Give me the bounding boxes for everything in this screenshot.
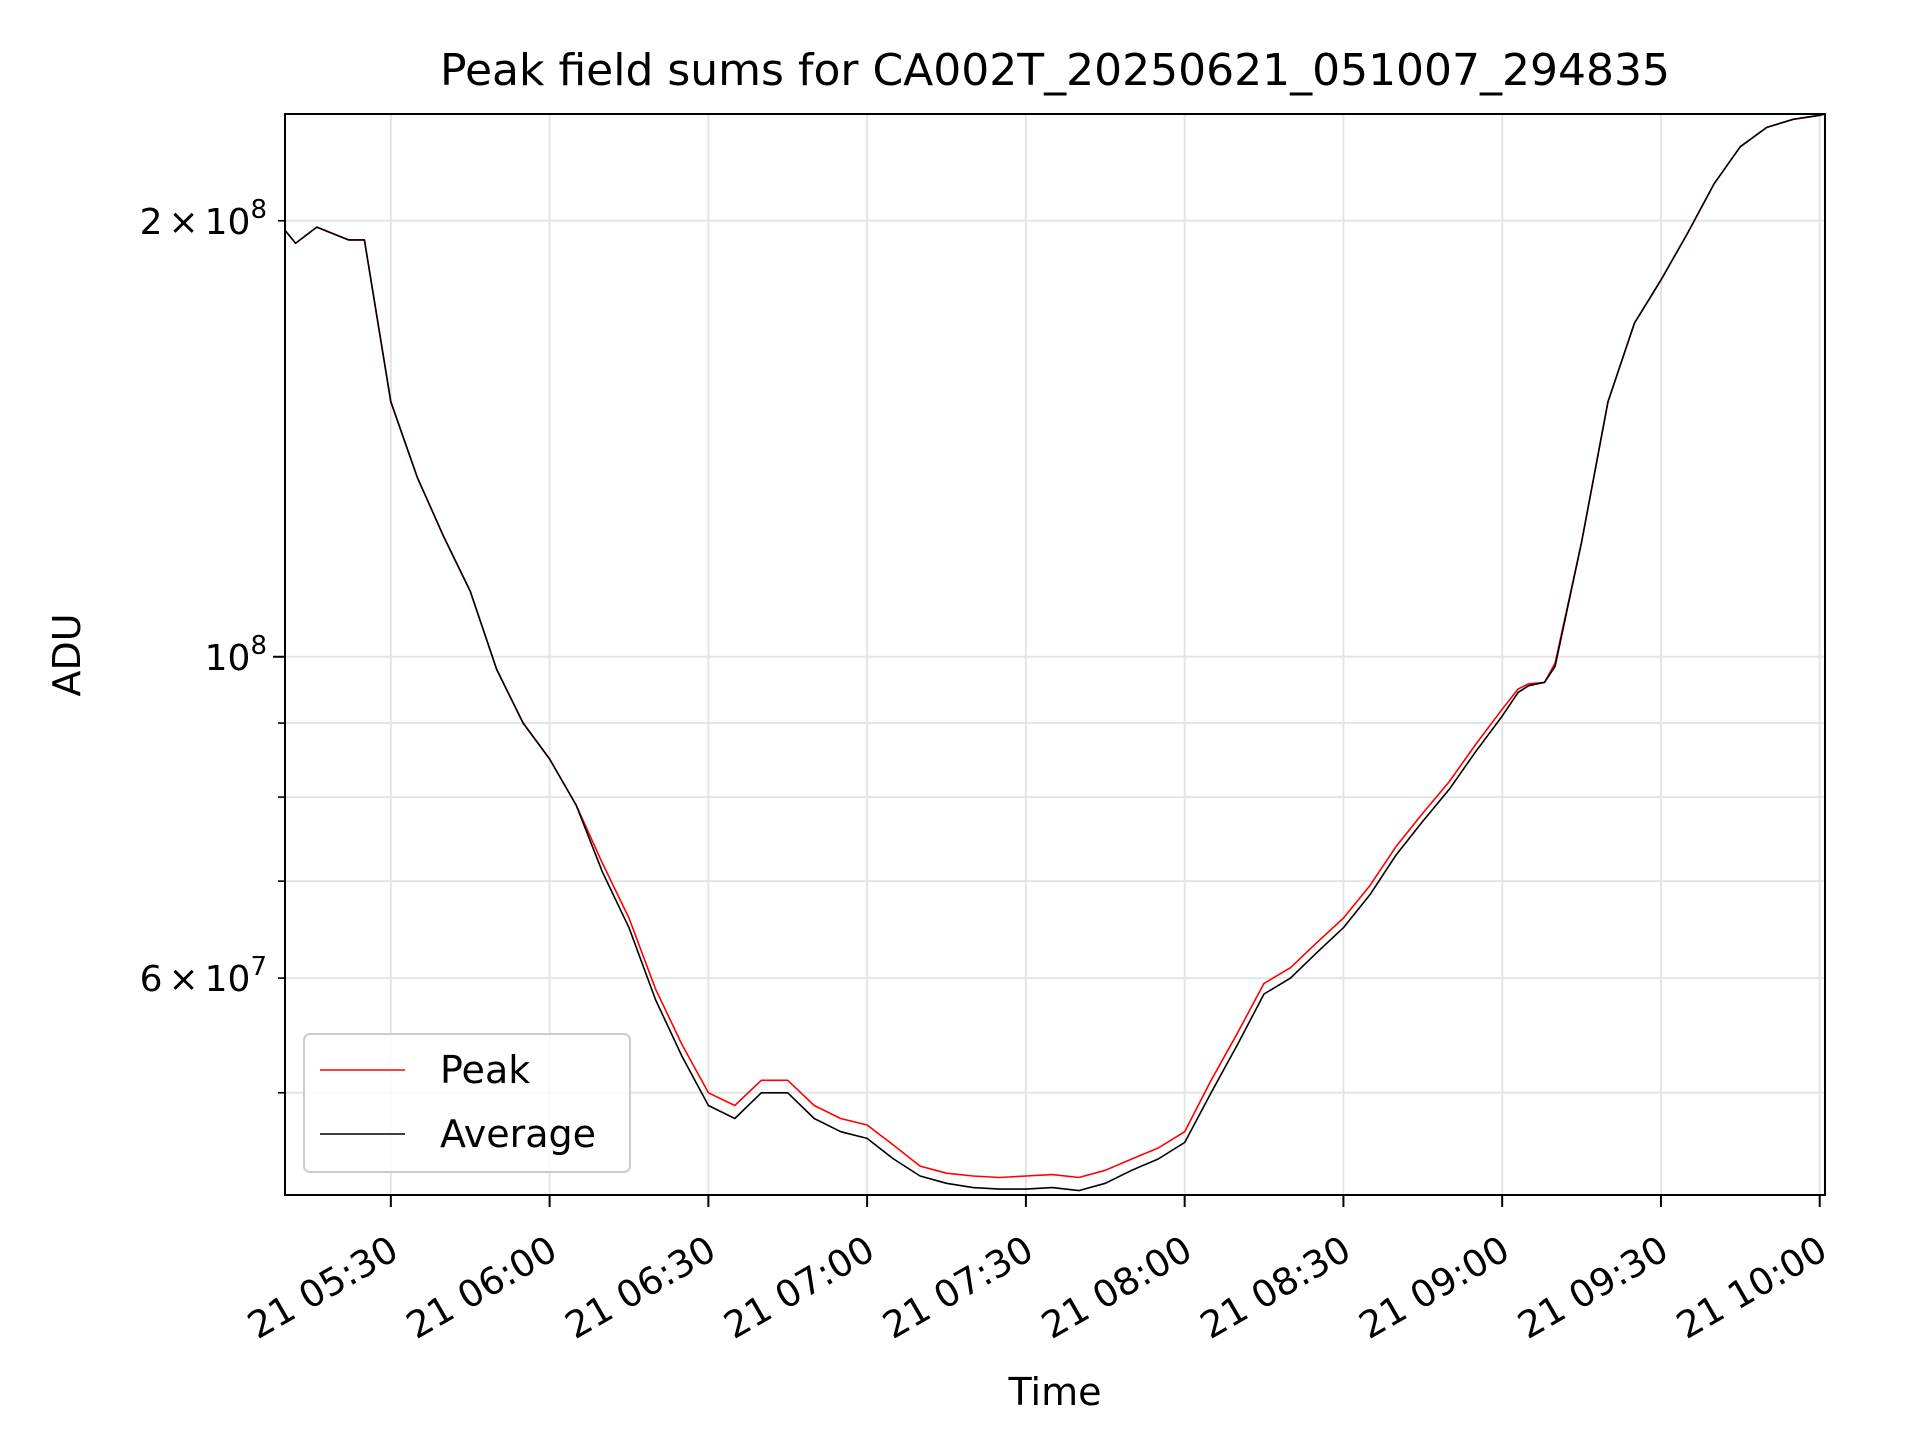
plot-frame	[284, 113, 1826, 1196]
legend-box	[303, 1033, 631, 1173]
legend-average-label: Average	[440, 1112, 596, 1156]
legend-peak-label: Peak	[440, 1048, 530, 1092]
series-layer	[284, 113, 1826, 1192]
x-axis-label: Time	[1008, 1370, 1102, 1414]
series-line-average	[284, 113, 1826, 1192]
y-axis-label: ADU	[45, 613, 89, 696]
grid	[285, 114, 1825, 1195]
y-tick-label: 2 × 108	[140, 195, 267, 243]
y-axis: 108 2 × 108 6 × 107	[140, 195, 285, 1094]
legend: Peak Average	[303, 1033, 631, 1173]
chart-title: Peak field sums for CA002T_20250621_0510…	[440, 45, 1670, 96]
y-tick-label: 6 × 107	[140, 952, 267, 1000]
y-tick-label: 108	[205, 631, 267, 679]
